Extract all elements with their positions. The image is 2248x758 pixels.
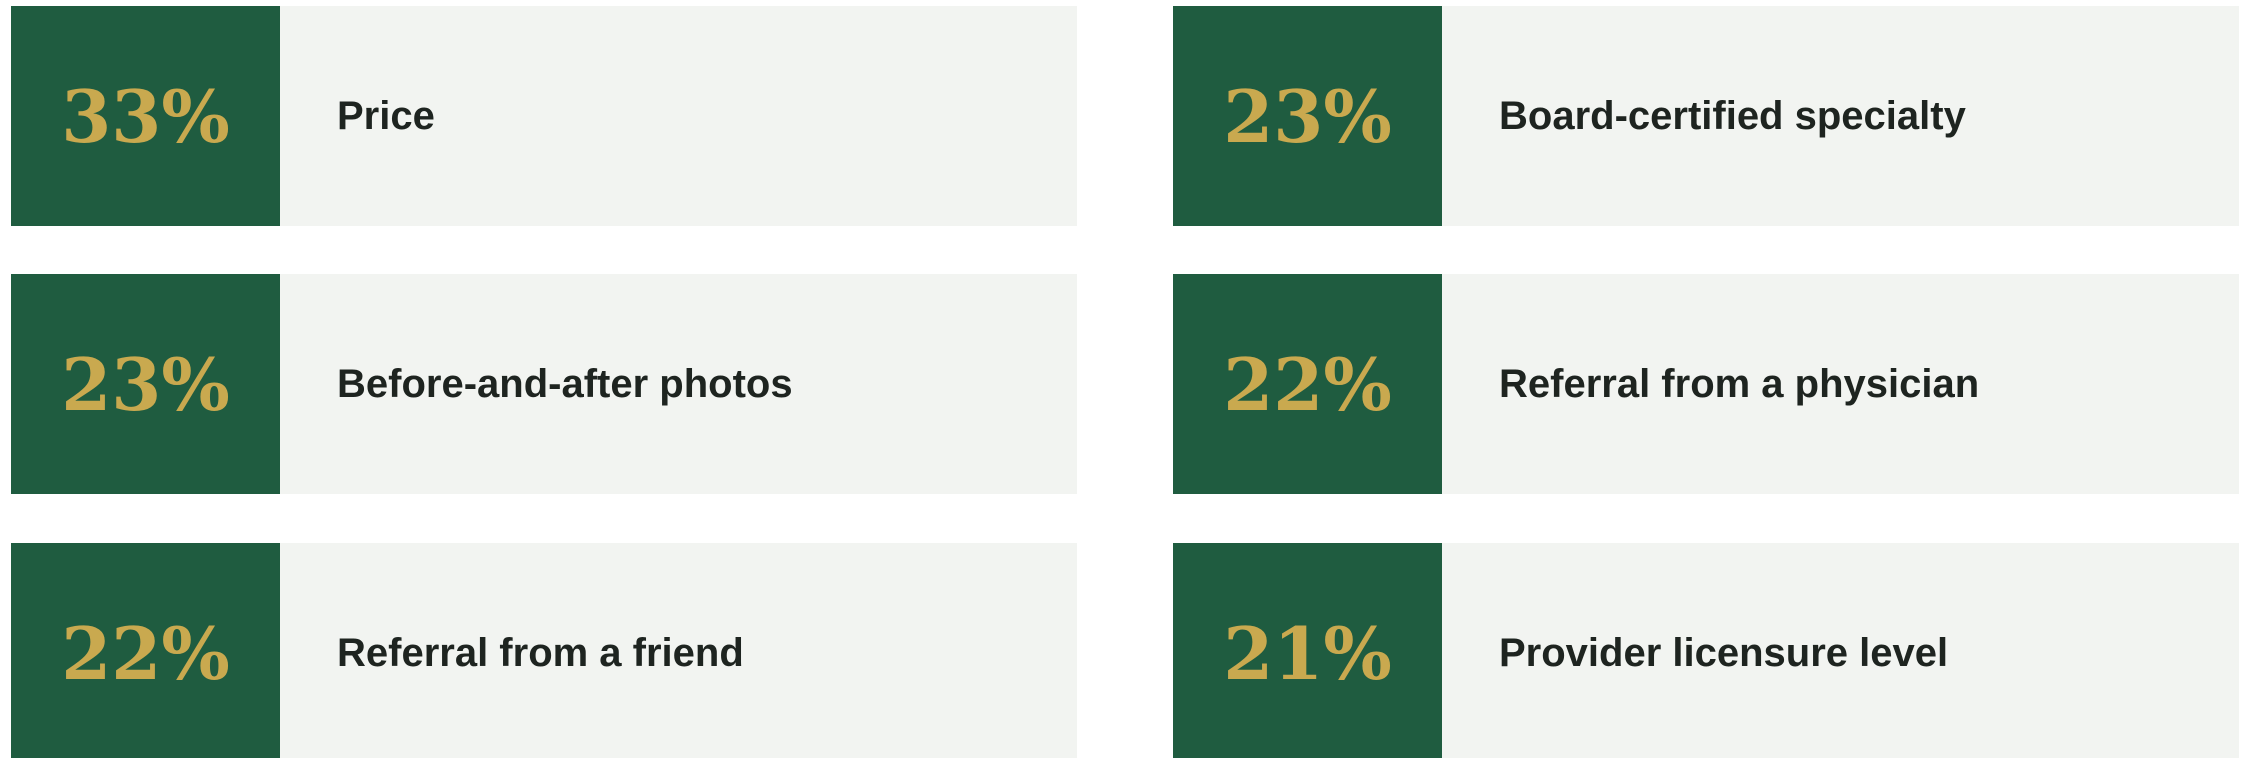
stat-card: 22% Referral from a friend	[11, 543, 1077, 758]
stat-box: 21%	[1173, 543, 1442, 758]
stat-label: Price	[337, 93, 435, 138]
stat-value: 21%	[1223, 610, 1392, 696]
stat-card: 22% Referral from a physician	[1173, 274, 2239, 494]
stat-card: 33% Price	[11, 6, 1077, 226]
stat-card: 23% Before-and-after photos	[11, 274, 1077, 494]
stat-box: 22%	[11, 543, 280, 758]
stat-box: 23%	[11, 274, 280, 494]
stat-card: 21% Provider licensure level	[1173, 543, 2239, 758]
stat-value: 23%	[1223, 73, 1392, 159]
stat-box: 23%	[1173, 6, 1442, 226]
stat-label: Before-and-after photos	[337, 361, 793, 406]
stat-box: 22%	[1173, 274, 1442, 494]
stat-value: 23%	[61, 341, 230, 427]
stat-box: 33%	[11, 6, 280, 226]
stat-card: 23% Board-certified specialty	[1173, 6, 2239, 226]
stat-value: 33%	[61, 73, 230, 159]
stat-value: 22%	[1223, 341, 1392, 427]
stat-value: 22%	[61, 610, 230, 696]
stat-label: Referral from a friend	[337, 630, 744, 675]
stat-label: Referral from a physician	[1499, 361, 1980, 406]
stat-label: Provider licensure level	[1499, 630, 1949, 675]
stat-label: Board-certified specialty	[1499, 93, 1966, 138]
